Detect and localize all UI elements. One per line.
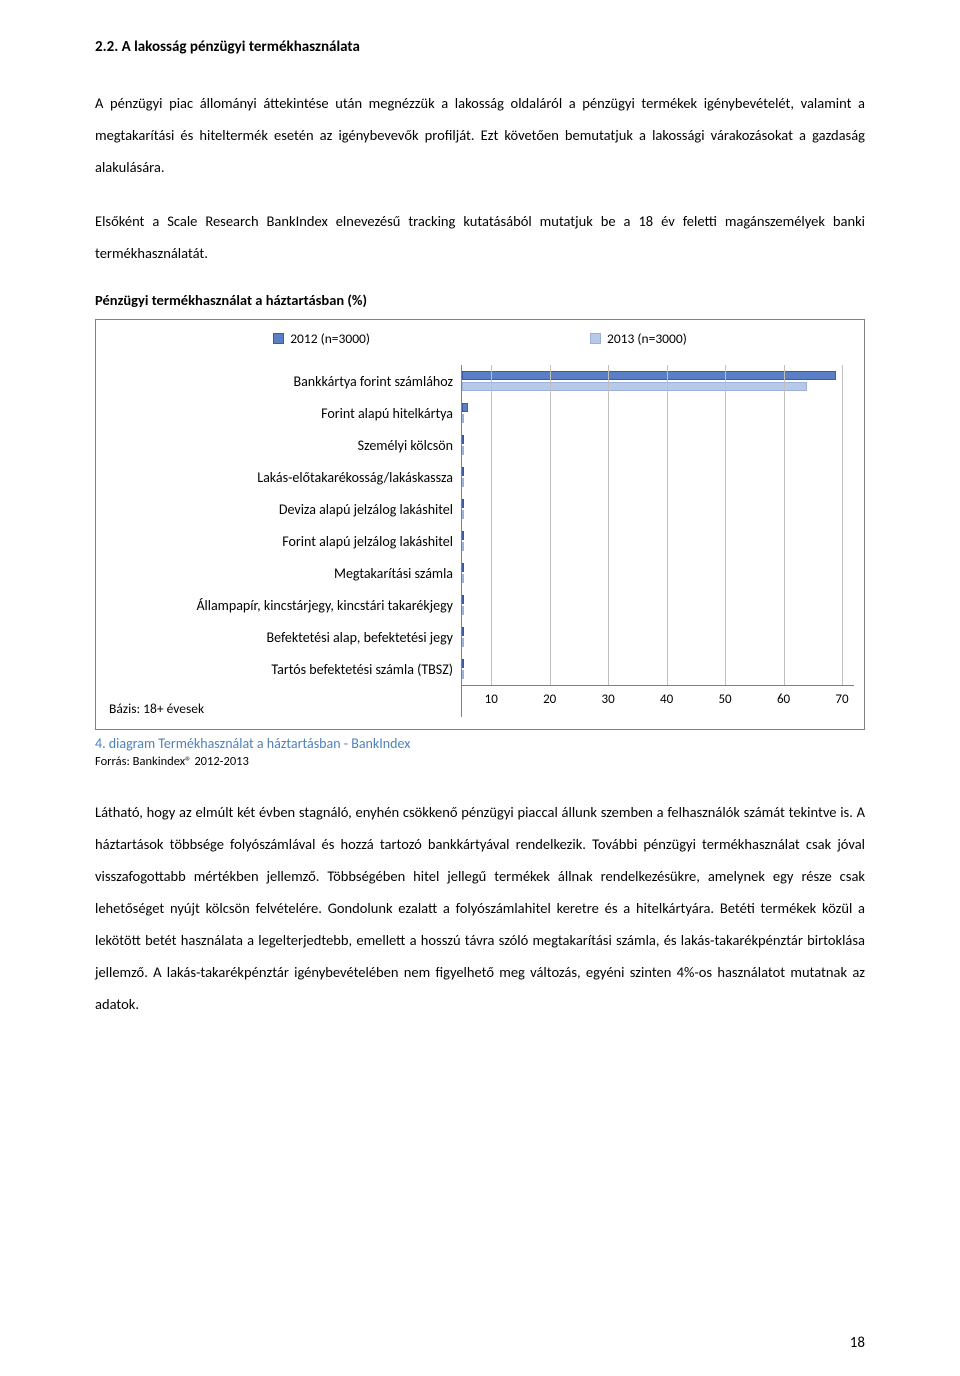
category-label: Forint alapú hitelkártya [106, 397, 453, 429]
chart-source: Forrás: Bankindex® 2012-2013 [95, 754, 865, 769]
grid-line [550, 365, 551, 685]
chart-caption: 4. diagram Termékhasználat a háztartásba… [95, 735, 865, 752]
bar-2013 [462, 446, 464, 455]
bar-2013 [462, 670, 464, 679]
chart-body: Bankkártya forint számláhozForint alapú … [106, 365, 854, 717]
paragraph-3: Látható, hogy az elmúlt két évben stagná… [95, 797, 865, 1020]
bar-2012 [462, 531, 464, 540]
bar-2012 [462, 435, 464, 444]
bar-2013 [462, 414, 464, 423]
category-label: Forint alapú jelzálog lakáshitel [106, 525, 453, 557]
category-label: Deviza alapú jelzálog lakáshitel [106, 493, 453, 525]
chart-title: Pénzügyi termékhasználat a háztartásban … [95, 291, 865, 309]
grid-line [842, 365, 843, 685]
x-tick-label: 10 [485, 692, 498, 707]
plot-area: 10 20 30 40 50 60 70 [461, 365, 854, 717]
category-label: Állampapír, kincstárjegy, kincstári taka… [106, 589, 453, 621]
bar-2013 [462, 638, 464, 647]
bar-2012 [462, 659, 464, 668]
category-labels: Bankkártya forint számláhozForint alapú … [106, 365, 461, 717]
paragraph-1: A pénzügyi piac állományi áttekintése ut… [95, 88, 865, 184]
section-heading: 2.2. A lakosság pénzügyi termékhasználat… [95, 38, 865, 56]
x-tick-label: 30 [602, 692, 615, 707]
legend-item-2013: 2013 (n=3000) [590, 330, 687, 347]
category-label: Lakás-előtakarékosság/lakáskassza [106, 461, 453, 493]
category-label: Megtakarítási számla [106, 557, 453, 589]
x-axis: 10 20 30 40 50 60 70 [462, 685, 854, 717]
chart-basis-label: Bázis: 18+ évesek [95, 700, 204, 725]
legend-swatch-2013 [590, 333, 601, 344]
category-label: Személyi kölcsön [106, 429, 453, 461]
bar-2012 [462, 563, 464, 572]
bar-2012 [462, 627, 464, 636]
grid-line [784, 365, 785, 685]
chart-container: 2012 (n=3000) 2013 (n=3000) Bankkártya f… [95, 319, 865, 730]
x-tick-label: 50 [718, 692, 731, 707]
legend-label-2013: 2013 (n=3000) [607, 330, 687, 347]
bar-2013 [462, 382, 807, 391]
bar-2012 [462, 595, 464, 604]
bar-2013 [462, 478, 464, 487]
x-tick-label: 60 [777, 692, 790, 707]
bar-2012 [462, 403, 468, 412]
page-number: 18 [850, 1334, 865, 1352]
chart-legend: 2012 (n=3000) 2013 (n=3000) [106, 330, 854, 347]
legend-item-2012: 2012 (n=3000) [273, 330, 370, 347]
bar-2012 [462, 467, 464, 476]
x-tick-label: 40 [660, 692, 673, 707]
bar-2013 [462, 542, 464, 551]
bar-2013 [462, 574, 464, 583]
bar-2013 [462, 606, 464, 615]
category-label: Bankkártya forint számlához [106, 365, 453, 397]
category-label: Tartós befektetési számla (TBSZ) [106, 653, 453, 685]
bar-2013 [462, 510, 464, 519]
grid-line [667, 365, 668, 685]
bars-container [462, 365, 854, 685]
grid-line [608, 365, 609, 685]
paragraph-2: Elsőként a Scale Research BankIndex elne… [95, 206, 865, 270]
x-tick-label: 70 [835, 692, 848, 707]
bar-2012 [462, 371, 836, 380]
legend-label-2012: 2012 (n=3000) [290, 330, 370, 347]
grid-line [725, 365, 726, 685]
x-tick-label: 20 [543, 692, 556, 707]
legend-swatch-2012 [273, 333, 284, 344]
bar-2012 [462, 499, 464, 508]
grid-line [491, 365, 492, 685]
category-label: Befektetési alap, befektetési jegy [106, 621, 453, 653]
